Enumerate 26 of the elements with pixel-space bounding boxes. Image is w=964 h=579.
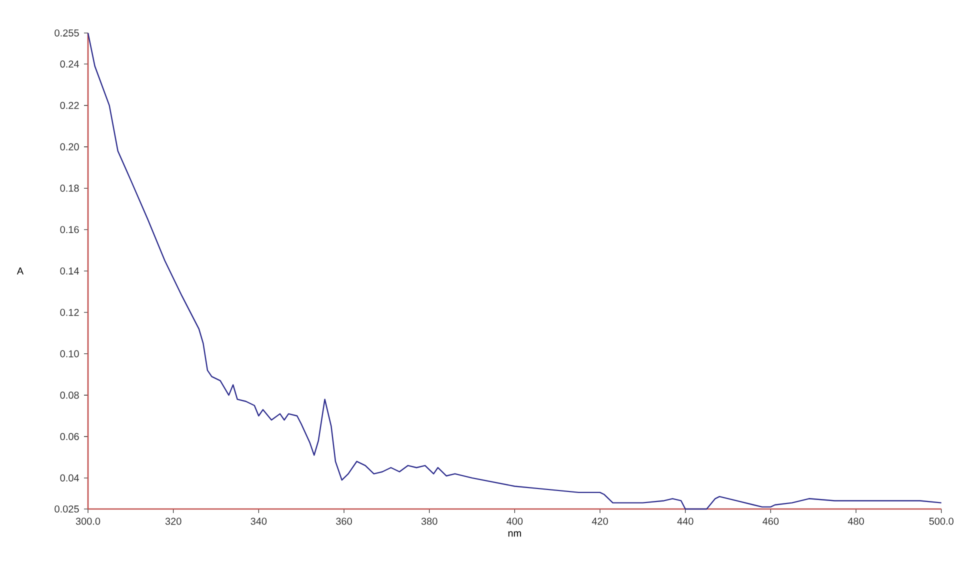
x-tick-label: 460: [762, 518, 779, 525]
y-tick-label: 0.06: [60, 433, 79, 440]
x-tick-label: 420: [592, 518, 608, 525]
y-tick-label: 0.10: [60, 350, 79, 358]
x-tick-label: 300.0: [76, 518, 100, 525]
y-tick-label: 0.255: [54, 29, 79, 37]
x-tick-label: 500.0: [929, 518, 954, 525]
y-tick-label: 0.08: [60, 392, 79, 399]
y-tick-label: 0.025: [54, 505, 79, 513]
x-tick-label: 340: [250, 518, 267, 525]
x-tick-label: 400: [506, 518, 523, 525]
x-tick-label: 380: [421, 518, 438, 525]
y-axis-title: A: [16, 268, 24, 274]
y-tick-label: 0.12: [60, 308, 79, 316]
y-tick-label: 0.18: [60, 184, 79, 192]
y-tick-label: 0.16: [60, 226, 79, 234]
x-tick-label: 440: [677, 518, 694, 525]
x-tick-label: 320: [165, 518, 182, 525]
x-tick-label: 360: [336, 518, 352, 525]
y-tick-label: 0.24: [60, 60, 79, 68]
x-tick-label: 480: [848, 518, 864, 525]
x-axis-title: nm: [508, 531, 521, 537]
y-tick-label: 0.20: [60, 143, 79, 150]
y-tick-label: 0.14: [60, 267, 79, 275]
y-tick-label: 0.04: [60, 474, 79, 482]
y-tick-label: 0.22: [60, 102, 79, 109]
